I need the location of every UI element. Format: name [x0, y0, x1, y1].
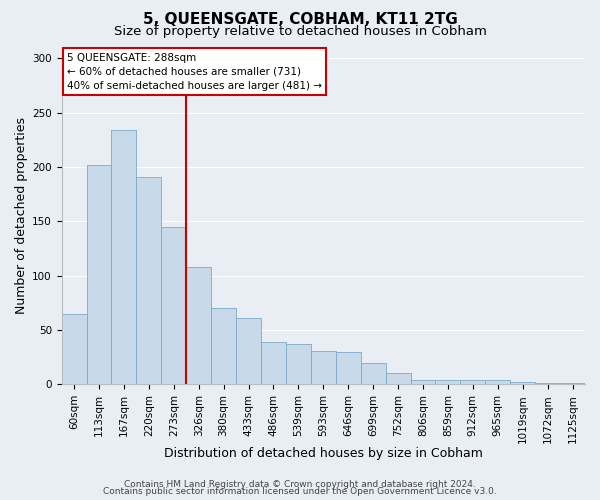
Bar: [336, 352, 361, 384]
Bar: [485, 380, 510, 384]
Bar: [136, 177, 161, 384]
Bar: [286, 344, 311, 385]
Bar: [86, 165, 112, 384]
Bar: [460, 380, 485, 384]
Bar: [236, 318, 261, 384]
Bar: [510, 382, 535, 384]
Y-axis label: Number of detached properties: Number of detached properties: [15, 118, 28, 314]
Bar: [436, 380, 460, 384]
Bar: [361, 362, 386, 384]
Text: Size of property relative to detached houses in Cobham: Size of property relative to detached ho…: [113, 25, 487, 38]
Bar: [261, 342, 286, 384]
Bar: [311, 350, 336, 384]
Bar: [186, 267, 211, 384]
Bar: [112, 130, 136, 384]
Bar: [386, 374, 410, 384]
Bar: [62, 314, 86, 384]
Text: Contains HM Land Registry data © Crown copyright and database right 2024.: Contains HM Land Registry data © Crown c…: [124, 480, 476, 489]
Text: 5 QUEENSGATE: 288sqm
← 60% of detached houses are smaller (731)
40% of semi-deta: 5 QUEENSGATE: 288sqm ← 60% of detached h…: [67, 52, 322, 90]
Bar: [410, 380, 436, 384]
Text: Contains public sector information licensed under the Open Government Licence v3: Contains public sector information licen…: [103, 487, 497, 496]
Bar: [211, 308, 236, 384]
Bar: [161, 227, 186, 384]
Text: 5, QUEENSGATE, COBHAM, KT11 2TG: 5, QUEENSGATE, COBHAM, KT11 2TG: [143, 12, 457, 28]
X-axis label: Distribution of detached houses by size in Cobham: Distribution of detached houses by size …: [164, 447, 483, 460]
